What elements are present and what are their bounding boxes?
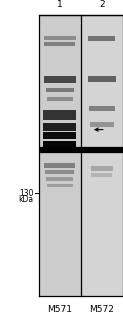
Bar bbox=[45, 170, 74, 174]
Bar bbox=[47, 184, 73, 187]
Text: M571: M571 bbox=[47, 305, 72, 314]
Bar bbox=[88, 76, 116, 82]
Bar bbox=[88, 36, 115, 40]
Text: 1: 1 bbox=[57, 0, 62, 9]
Bar bbox=[89, 106, 115, 111]
Bar bbox=[91, 173, 112, 177]
Bar bbox=[44, 76, 76, 83]
Bar bbox=[0, 0, 39, 324]
Bar bbox=[46, 88, 74, 92]
Bar bbox=[47, 97, 73, 101]
Text: kDa: kDa bbox=[19, 195, 34, 204]
Bar bbox=[46, 177, 73, 181]
Bar bbox=[44, 163, 75, 168]
Bar bbox=[81, 15, 123, 296]
Bar bbox=[43, 123, 76, 131]
Text: 2: 2 bbox=[99, 0, 105, 9]
Bar bbox=[91, 167, 113, 171]
Text: 130: 130 bbox=[19, 189, 34, 198]
Text: M572: M572 bbox=[89, 305, 114, 314]
Bar bbox=[39, 15, 81, 296]
Bar bbox=[44, 42, 75, 46]
Bar bbox=[43, 141, 76, 147]
Bar bbox=[39, 0, 123, 15]
Bar bbox=[43, 110, 76, 120]
Bar bbox=[90, 122, 114, 127]
Bar bbox=[43, 132, 76, 139]
Bar bbox=[0, 296, 123, 324]
Bar bbox=[44, 36, 76, 40]
